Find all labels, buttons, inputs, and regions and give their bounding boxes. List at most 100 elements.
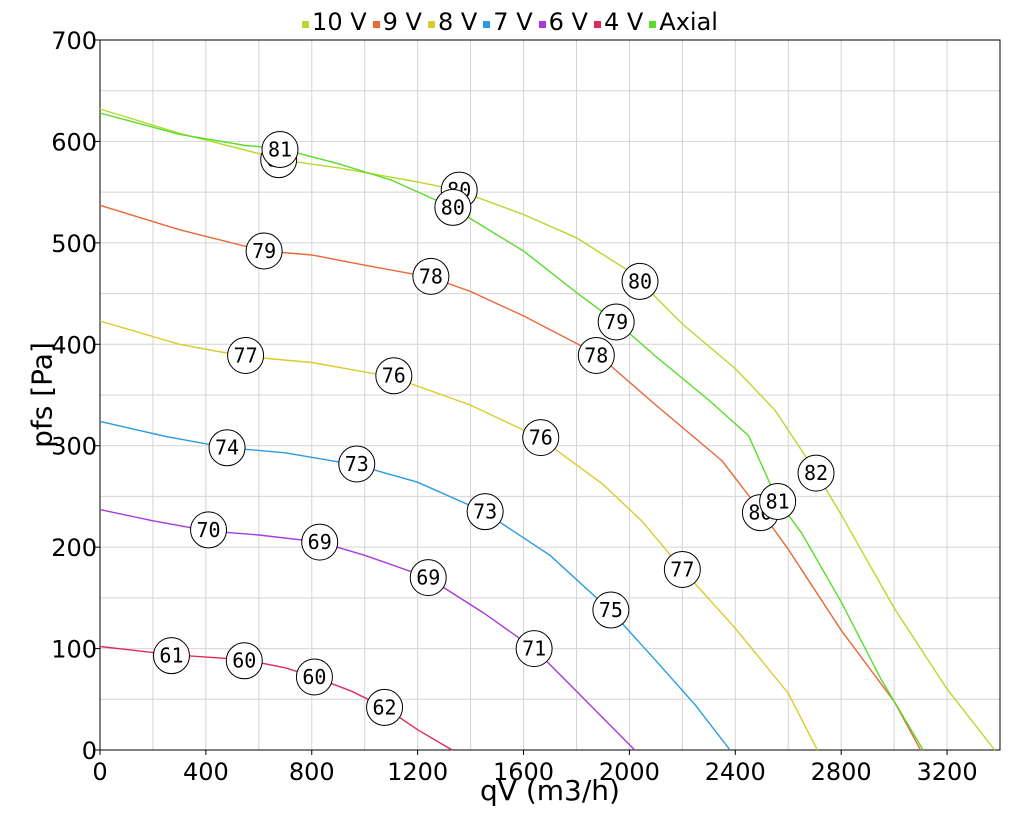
efficiency-label: 77 [227, 336, 265, 374]
efficiency-label: 80 [621, 262, 659, 300]
efficiency-label: 60 [295, 658, 333, 696]
y-tick-label: 600 [51, 128, 97, 156]
efficiency-label-circle [409, 559, 447, 597]
plot-frame [99, 39, 1001, 751]
y-tick-label: 700 [51, 27, 97, 55]
efficiency-label-text: 70 [196, 518, 220, 542]
efficiency-label-text: 81 [268, 138, 292, 162]
efficiency-label-circle [208, 429, 246, 467]
x-tick-label: 1600 [493, 758, 554, 786]
x-tick-label: 400 [183, 758, 229, 786]
efficiency-label: 77 [663, 550, 701, 588]
efficiency-label: 80 [434, 188, 472, 226]
efficiency-label-text: 60 [232, 649, 256, 673]
efficiency-label-circle [759, 483, 797, 520]
legend-swatch [372, 21, 380, 28]
legend-label: 9 V [382, 7, 422, 36]
legend-label: 8 V [437, 7, 478, 36]
efficiency-label: 82 [797, 454, 835, 492]
efficiency-label-text: 78 [419, 264, 443, 288]
efficiency-label-text: 76 [382, 364, 406, 388]
legend-label: 7 V [493, 7, 533, 36]
efficiency-label-circle [597, 303, 635, 341]
efficiency-label-text: 74 [215, 436, 239, 460]
efficiency-label-text: 82 [804, 461, 828, 485]
efficiency-label-circle [190, 511, 228, 549]
efficiency-label-circle [295, 658, 333, 696]
efficiency-label-circle [227, 336, 265, 374]
y-tick-label: 300 [51, 433, 97, 461]
legend-item: Axial [649, 8, 718, 36]
series-line [99, 204, 922, 751]
efficiency-label: 69 [409, 559, 447, 597]
x-tick-label: 800 [289, 758, 335, 786]
x-tick-label: 2800 [811, 758, 872, 786]
legend-label: 4 V [603, 7, 644, 36]
efficiency-label: 75 [592, 591, 630, 629]
efficiency-label-circle [663, 550, 701, 588]
legend-swatch [302, 21, 310, 28]
efficiency-label-text: 78 [584, 343, 608, 367]
legend-swatch [483, 21, 491, 28]
efficiency-label: 69 [301, 523, 339, 561]
efficiency-label-circle [366, 688, 404, 726]
efficiency-label-text: 77 [234, 343, 258, 367]
efficiency-label: 62 [366, 688, 404, 726]
efficiency-label-circle [621, 262, 659, 300]
efficiency-label: 70 [190, 511, 228, 549]
efficiency-label-circle [412, 257, 450, 295]
y-axis-title: pfs [Pa] [25, 342, 59, 448]
legend-item: 10 V [302, 8, 367, 36]
legend-swatch [649, 21, 657, 28]
series-line [99, 508, 636, 751]
legend-label: 6 V [548, 7, 588, 36]
y-tick-label: 200 [51, 534, 97, 562]
efficiency-label-circle [577, 336, 615, 374]
efficiency-label: 73 [338, 445, 376, 483]
efficiency-label-text: 80 [628, 269, 652, 293]
efficiency-label-circle [338, 445, 376, 483]
efficiency-label: 79 [597, 303, 635, 341]
legend-label: 10 V [312, 7, 367, 36]
efficiency-label-circle [301, 523, 339, 561]
y-tick-label: 500 [51, 230, 97, 258]
efficiency-label-text: 71 [522, 637, 546, 661]
efficiency-label-text: 80 [441, 195, 465, 219]
legend: 10 V 9 V 8 V 7 V 6 V 4 V Axial [0, 6, 1020, 36]
efficiency-label: 78 [412, 257, 450, 295]
efficiency-label-circle [515, 630, 553, 668]
efficiency-label: 81 [261, 131, 299, 169]
efficiency-label-circle [797, 454, 835, 492]
legend-swatch [427, 21, 435, 28]
efficiency-label: 81 [759, 483, 797, 520]
efficiency-label: 61 [152, 637, 190, 675]
efficiency-label-circle [592, 591, 630, 629]
efficiency-label-text: 62 [373, 695, 397, 719]
efficiency-label-circle [466, 493, 504, 531]
efficiency-label-text: 60 [302, 665, 326, 689]
efficiency-label-text: 76 [529, 426, 553, 450]
efficiency-label-circle [261, 131, 299, 169]
x-tick-label: 3200 [917, 758, 978, 786]
x-tick-label: 2400 [705, 758, 766, 786]
y-tick-label: 100 [51, 636, 97, 664]
efficiency-label-text: 61 [159, 644, 183, 668]
efficiency-label: 76 [522, 419, 560, 457]
efficiency-label-circle [434, 188, 472, 226]
legend-item: 9 V [372, 7, 422, 36]
efficiency-label-text: 73 [345, 452, 369, 476]
x-tick-label: 2000 [599, 758, 660, 786]
efficiency-label: 79 [245, 232, 283, 270]
legend-item: 6 V [538, 7, 588, 36]
legend-swatch [593, 21, 601, 28]
efficiency-label-text: 69 [416, 566, 440, 590]
legend-item: 4 V [593, 7, 644, 36]
efficiency-label-circle [152, 637, 190, 675]
y-tick-label: 0 [82, 737, 97, 765]
efficiency-label-circle [375, 357, 413, 395]
legend-item: 7 V [483, 7, 533, 36]
efficiency-label-text: 75 [599, 598, 623, 622]
y-tick-label: 400 [51, 331, 97, 359]
x-tick-label: 1200 [387, 758, 448, 786]
legend-label: Axial [659, 7, 718, 36]
